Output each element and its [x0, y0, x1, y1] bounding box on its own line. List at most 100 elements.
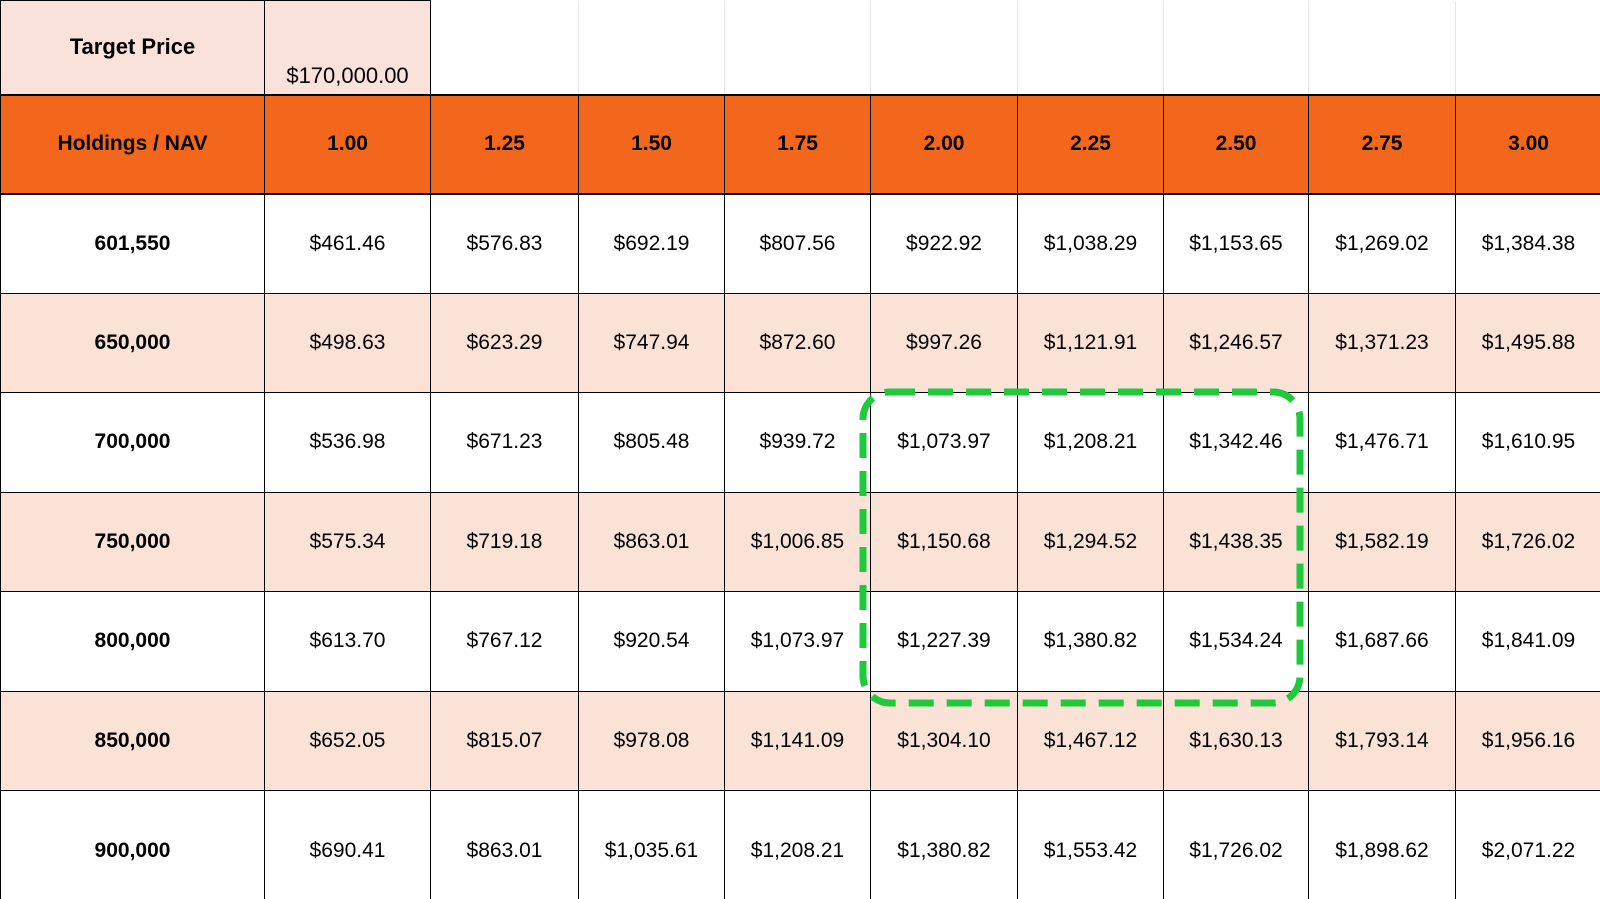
column-header-2.00[interactable]: 2.00 [870, 93, 1018, 195]
value-cell[interactable]: $863.01 [578, 491, 725, 592]
value-cell[interactable]: $1,610.95 [1455, 392, 1600, 493]
column-header-2.25[interactable]: 2.25 [1017, 93, 1164, 195]
value-cell[interactable]: $576.83 [430, 193, 579, 294]
value-cell[interactable]: $978.08 [578, 690, 725, 791]
value-cell[interactable]: $1,841.09 [1455, 591, 1600, 692]
column-header-3.00[interactable]: 3.00 [1455, 93, 1600, 195]
value-cell[interactable]: $1,141.09 [724, 690, 871, 791]
value-cell[interactable]: $1,342.46 [1163, 392, 1309, 493]
cell-value: $1,073.97 [750, 629, 845, 653]
value-cell[interactable]: $1,006.85 [724, 491, 871, 592]
empty-cell[interactable] [1017, 0, 1164, 95]
value-cell[interactable]: $1,898.62 [1308, 790, 1456, 899]
value-cell[interactable]: $1,384.38 [1455, 193, 1600, 294]
target-price-value-cell[interactable]: $170,000.00 [264, 0, 431, 95]
value-cell[interactable]: $1,121.91 [1017, 292, 1164, 393]
value-cell[interactable]: $1,208.21 [1017, 392, 1164, 493]
value-cell[interactable]: $1,553.42 [1017, 790, 1164, 899]
value-cell[interactable]: $692.19 [578, 193, 725, 294]
value-cell[interactable]: $1,246.57 [1163, 292, 1309, 393]
empty-cell[interactable] [430, 0, 579, 95]
row-header-cell[interactable]: 900,000 [0, 790, 265, 899]
value-cell[interactable]: $1,380.82 [1017, 591, 1164, 692]
value-cell[interactable]: $1,035.61 [578, 790, 725, 899]
column-header-label: 1.50 [631, 132, 672, 155]
value-cell[interactable]: $1,269.02 [1308, 193, 1456, 294]
column-header-1.50[interactable]: 1.50 [578, 93, 725, 195]
value-cell[interactable]: $747.94 [578, 292, 725, 393]
cell-value: $815.07 [466, 728, 543, 752]
cell-value: $1,294.52 [1043, 529, 1138, 553]
row-header-cell[interactable]: 850,000 [0, 690, 265, 791]
value-cell[interactable]: $1,726.02 [1455, 491, 1600, 592]
value-cell[interactable]: $1,438.35 [1163, 491, 1309, 592]
target-price-label-cell[interactable]: Target Price [0, 0, 265, 95]
column-header-1.00[interactable]: 1.00 [264, 93, 431, 195]
corner-header-cell[interactable]: Holdings / NAV [0, 93, 265, 195]
value-cell[interactable]: $575.34 [264, 491, 431, 592]
value-cell[interactable]: $997.26 [870, 292, 1018, 393]
value-cell[interactable]: $939.72 [724, 392, 871, 493]
value-cell[interactable]: $1,208.21 [724, 790, 871, 899]
value-cell[interactable]: $872.60 [724, 292, 871, 393]
value-cell[interactable]: $1,073.97 [870, 392, 1018, 493]
value-cell[interactable]: $652.05 [264, 690, 431, 791]
empty-cell[interactable] [870, 0, 1018, 95]
value-cell[interactable]: $1,294.52 [1017, 491, 1164, 592]
table-body: 601,550 $461.46 $576.83 $692.19 $807.56 $922.… [0, 193, 1600, 899]
value-cell[interactable]: $922.92 [870, 193, 1018, 294]
column-header-2.50[interactable]: 2.50 [1163, 93, 1309, 195]
column-header-1.25[interactable]: 1.25 [430, 93, 579, 195]
empty-cell[interactable] [724, 0, 871, 95]
value-cell[interactable]: $1,038.29 [1017, 193, 1164, 294]
value-cell[interactable]: $671.23 [430, 392, 579, 493]
value-cell[interactable]: $1,073.97 [724, 591, 871, 692]
value-cell[interactable]: $1,793.14 [1308, 690, 1456, 791]
value-cell[interactable]: $719.18 [430, 491, 579, 592]
value-cell[interactable]: $1,956.16 [1455, 690, 1600, 791]
value-cell[interactable]: $613.70 [264, 591, 431, 692]
row-header-cell[interactable]: 601,550 [0, 193, 265, 294]
value-cell[interactable]: $1,687.66 [1308, 591, 1456, 692]
value-cell[interactable]: $536.98 [264, 392, 431, 493]
value-cell[interactable]: $1,726.02 [1163, 790, 1309, 899]
value-cell[interactable]: $1,304.10 [870, 690, 1018, 791]
value-cell[interactable]: $461.46 [264, 193, 431, 294]
value-cell[interactable]: $1,227.39 [870, 591, 1018, 692]
row-header-cell[interactable]: 750,000 [0, 491, 265, 592]
row-header-cell[interactable]: 650,000 [0, 292, 265, 393]
value-cell[interactable]: $623.29 [430, 292, 579, 393]
value-cell[interactable]: $498.63 [264, 292, 431, 393]
cell-value: $1,371.23 [1335, 330, 1429, 354]
value-cell[interactable]: $805.48 [578, 392, 725, 493]
value-cell[interactable]: $1,371.23 [1308, 292, 1456, 393]
empty-cell[interactable] [1308, 0, 1456, 95]
value-cell[interactable]: $1,630.13 [1163, 690, 1309, 791]
row-header-label: 900,000 [94, 838, 171, 862]
value-cell[interactable]: $863.01 [430, 790, 579, 899]
row-header-label: 700,000 [94, 430, 171, 454]
value-cell[interactable]: $1,476.71 [1308, 392, 1456, 493]
value-cell[interactable]: $1,153.65 [1163, 193, 1309, 294]
value-cell[interactable]: $920.54 [578, 591, 725, 692]
value-cell[interactable]: $2,071.22 [1455, 790, 1600, 899]
row-header-cell[interactable]: 700,000 [0, 392, 265, 493]
row-header-cell[interactable]: 800,000 [0, 591, 265, 692]
value-cell[interactable]: $1,582.19 [1308, 491, 1456, 592]
column-header-1.75[interactable]: 1.75 [724, 93, 871, 195]
row-header-label: 650,000 [94, 330, 171, 354]
value-cell[interactable]: $807.56 [724, 193, 871, 294]
empty-cell[interactable] [1163, 0, 1309, 95]
value-cell[interactable]: $1,495.88 [1455, 292, 1600, 393]
empty-cell[interactable] [578, 0, 725, 95]
value-cell[interactable]: $1,150.68 [870, 491, 1018, 592]
value-cell[interactable]: $815.07 [430, 690, 579, 791]
column-header-2.75[interactable]: 2.75 [1308, 93, 1456, 195]
value-cell[interactable]: $1,380.82 [870, 790, 1018, 899]
empty-cell[interactable] [1455, 0, 1600, 95]
value-cell[interactable]: $690.41 [264, 790, 431, 899]
value-cell[interactable]: $767.12 [430, 591, 579, 692]
value-cell[interactable]: $1,534.24 [1163, 591, 1309, 692]
value-cell[interactable]: $1,467.12 [1017, 690, 1164, 791]
cell-value: $863.01 [613, 529, 690, 553]
